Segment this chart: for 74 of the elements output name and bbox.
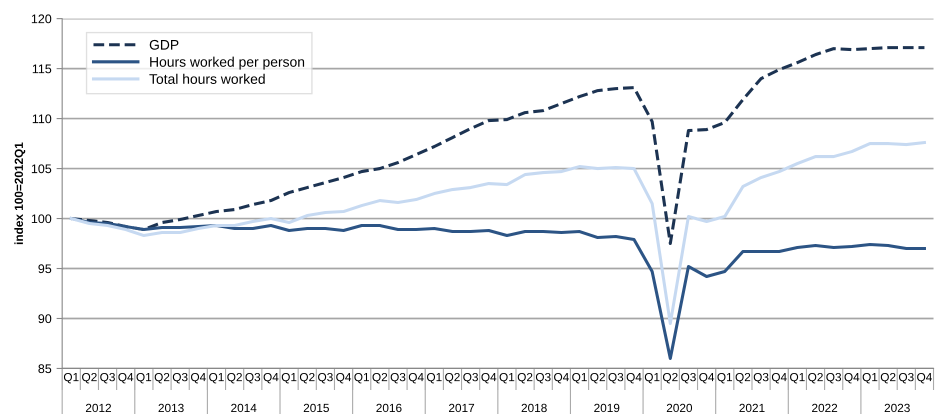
x-tick-label: Q2 bbox=[518, 372, 532, 384]
y-tick-label: 115 bbox=[32, 64, 52, 74]
x-tick-label: Q4 bbox=[481, 372, 496, 384]
x-tick-label: Q2 bbox=[154, 372, 170, 384]
x-tick-label: Q2 bbox=[590, 372, 605, 384]
text: 2020 bbox=[666, 404, 692, 412]
text: 2016 bbox=[376, 404, 402, 412]
y-tick-label: 90 bbox=[38, 314, 52, 324]
x-tick-label: Q1 bbox=[354, 372, 369, 384]
x-tick-label: Q2 bbox=[445, 372, 460, 384]
x-tick-label: Q1 bbox=[136, 372, 152, 384]
y-tick-label: 120 bbox=[32, 14, 52, 24]
x-tick-label: Q1 bbox=[644, 372, 660, 384]
x-tick-label: Q1 bbox=[500, 372, 514, 384]
x-tick-label: Q3 bbox=[245, 372, 260, 384]
x-tick-label: Q4 bbox=[844, 372, 860, 384]
x-tick-label: Q1 bbox=[717, 372, 732, 384]
x-tick-label: Q1 bbox=[64, 372, 79, 384]
y-tick-label: 105 bbox=[32, 164, 52, 174]
x-tick-label: Q3 bbox=[898, 372, 914, 384]
x-tick-label: Q2 bbox=[736, 372, 750, 384]
y-tick-label: 85 bbox=[38, 364, 52, 374]
legend-label: GDP bbox=[150, 40, 178, 50]
x-tick-label: Q1 bbox=[282, 372, 296, 384]
x-tick-label: Q4 bbox=[336, 372, 352, 384]
x-tick-label: Q3 bbox=[754, 372, 768, 384]
x-tick-label: Q2 bbox=[82, 372, 97, 384]
x-tick-label: Q4 bbox=[264, 372, 278, 384]
y-tick-label: 110 bbox=[32, 114, 52, 124]
x-tick-label: Q1 bbox=[209, 372, 224, 384]
x-tick-label: Q3 bbox=[463, 372, 478, 384]
text: 2014 bbox=[231, 404, 256, 412]
y-tick-label: 100 bbox=[32, 214, 52, 224]
x-tick-label: Q3 bbox=[172, 372, 188, 384]
x-tick-label: Q4 bbox=[699, 372, 714, 384]
x-tick-label: Q4 bbox=[118, 372, 134, 384]
text: 2022 bbox=[812, 404, 838, 412]
text: 2018 bbox=[522, 404, 547, 412]
legend-label: Hours worked per person bbox=[150, 56, 304, 70]
x-tick-label: Q3 bbox=[536, 372, 551, 384]
x-tick-label: Q4 bbox=[408, 372, 424, 384]
text: 2015 bbox=[304, 404, 329, 412]
x-tick-label: Q2 bbox=[372, 372, 388, 384]
text: 2012 bbox=[86, 404, 112, 412]
legend-label: Total hours worked bbox=[149, 74, 265, 84]
x-tick-label: Q4 bbox=[917, 372, 932, 384]
x-tick-label: Q1 bbox=[572, 372, 587, 384]
x-tick-label: Q2 bbox=[300, 372, 315, 384]
x-tick-label: Q3 bbox=[390, 372, 406, 384]
x-tick-label: Q2 bbox=[808, 372, 823, 384]
x-tick-label: Q3 bbox=[100, 372, 115, 384]
x-tick-label: Q3 bbox=[681, 372, 696, 384]
text: 2017 bbox=[449, 404, 474, 412]
x-tick-label: Q4 bbox=[772, 372, 787, 384]
x-tick-label: Q2 bbox=[227, 372, 242, 384]
line-series bbox=[70, 141, 926, 326]
y-axis-title: index 100=2012Q1 bbox=[14, 142, 26, 244]
x-tick-label: Q1 bbox=[790, 372, 805, 384]
text: 2021 bbox=[739, 404, 765, 412]
x-tick-label: Q4 bbox=[191, 372, 206, 384]
x-tick-label: Q2 bbox=[880, 372, 896, 384]
x-tick-label: Q4 bbox=[626, 372, 642, 384]
y-tick-label: 95 bbox=[38, 264, 52, 274]
x-tick-label: Q2 bbox=[662, 372, 678, 384]
x-tick-label: Q1 bbox=[862, 372, 878, 384]
x-tick-label: Q3 bbox=[318, 372, 333, 384]
line-series bbox=[70, 217, 926, 360]
text: 2013 bbox=[158, 404, 184, 412]
x-tick-label: Q3 bbox=[826, 372, 842, 384]
text: 2019 bbox=[594, 404, 620, 412]
x-tick-label: Q4 bbox=[554, 372, 569, 384]
x-tick-label: Q3 bbox=[608, 372, 624, 384]
text: 2023 bbox=[884, 404, 910, 412]
x-tick-label: Q1 bbox=[426, 372, 442, 384]
